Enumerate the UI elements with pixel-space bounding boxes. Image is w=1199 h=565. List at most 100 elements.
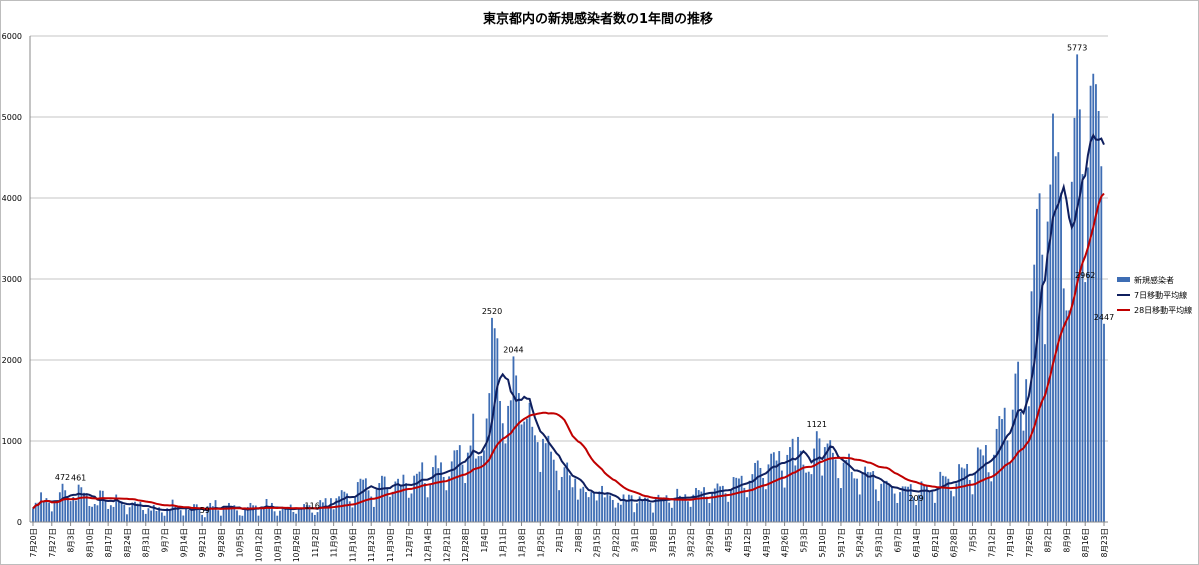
bar: [931, 491, 934, 522]
bar: [445, 490, 448, 522]
bar: [603, 497, 606, 522]
bar: [724, 493, 727, 522]
bar: [378, 483, 381, 522]
bar: [128, 507, 131, 522]
bar: [899, 492, 901, 522]
bar: [713, 488, 716, 522]
bar: [230, 506, 233, 522]
bar: [1089, 85, 1092, 522]
bar: [764, 489, 767, 522]
x-tick-label: 4月19日: [762, 528, 771, 557]
bar: [399, 485, 402, 522]
bar: [515, 375, 518, 522]
bar: [633, 512, 636, 522]
bar: [77, 484, 80, 522]
bar: [759, 467, 762, 522]
x-tick-label: 8月9日: [1062, 528, 1071, 553]
x-tick-label: 2月15日: [593, 528, 602, 557]
bar: [101, 490, 104, 522]
bar: [155, 510, 158, 522]
bar: [882, 482, 885, 522]
x-tick-label: 4月5日: [724, 528, 733, 553]
x-tick-label: 12月21日: [442, 528, 451, 562]
bar: [179, 510, 182, 522]
bar: [756, 460, 759, 522]
bar: [397, 478, 399, 522]
x-tick-label: 4月12日: [743, 528, 752, 557]
bar: [711, 492, 714, 522]
bar: [1057, 152, 1060, 523]
bar: [330, 498, 332, 522]
x-tick-label: 2月22日: [611, 528, 620, 557]
bar: [909, 484, 912, 522]
bar: [281, 507, 284, 522]
x-tick-label: 12月28日: [461, 528, 470, 562]
bar: [571, 487, 574, 522]
bar: [233, 505, 236, 522]
bar: [657, 494, 660, 522]
bar: [1100, 166, 1103, 523]
bar: [1046, 221, 1049, 523]
bar: [284, 507, 287, 522]
bar: [96, 505, 99, 522]
line-28day-average: [32, 192, 1105, 510]
bar: [53, 500, 56, 522]
bar: [426, 497, 429, 522]
bar: [50, 511, 53, 522]
bar: [601, 485, 603, 522]
bar: [598, 491, 601, 522]
bar: [268, 507, 271, 522]
bar: [413, 475, 416, 522]
bar: [939, 471, 942, 522]
bar: [193, 504, 195, 522]
bar: [915, 505, 918, 522]
bar: [372, 506, 375, 522]
bar: [217, 510, 220, 522]
bar: [810, 474, 813, 522]
x-tick-label: 7月12日: [987, 528, 996, 557]
bar: [563, 467, 566, 522]
x-tick-label: 3月15日: [668, 528, 677, 557]
bar: [587, 497, 590, 522]
bar: [238, 515, 241, 522]
x-tick-label: 1月4日: [480, 528, 489, 553]
bar: [1097, 111, 1100, 523]
bar: [195, 504, 198, 522]
data-label: 1121: [807, 420, 827, 429]
bar: [185, 508, 187, 522]
bar: [963, 468, 966, 522]
bar: [214, 500, 217, 522]
bar: [415, 473, 418, 522]
x-tick-label: 3月1日: [630, 528, 639, 553]
bar: [40, 492, 42, 522]
bar: [735, 477, 738, 522]
bar: [976, 447, 979, 522]
bar: [292, 511, 295, 522]
bar: [163, 515, 166, 522]
bar: [738, 478, 740, 522]
bar: [907, 486, 909, 522]
bar: [917, 494, 920, 522]
bar: [829, 440, 832, 522]
bar: [316, 512, 319, 522]
bar: [131, 502, 134, 522]
bar: [579, 488, 582, 522]
y-tick-label: 1000: [2, 437, 22, 446]
x-tick-label: 8月3日: [67, 528, 76, 553]
bar: [1062, 288, 1065, 522]
data-label: 2447: [1094, 313, 1114, 322]
bar: [480, 455, 483, 522]
bar: [708, 503, 711, 522]
bar: [695, 487, 697, 522]
bar: [585, 492, 587, 522]
data-labels: 472 461 59 2520 2044 116 1121 209 5773 2962 2447: [55, 43, 1114, 515]
bar: [509, 400, 512, 522]
bar: [117, 501, 120, 522]
bar: [386, 488, 389, 522]
bar: [144, 513, 147, 522]
bar: [477, 456, 480, 522]
x-tick-label: 7月5日: [968, 528, 977, 553]
bar: [1017, 361, 1020, 522]
bar: [660, 497, 663, 522]
